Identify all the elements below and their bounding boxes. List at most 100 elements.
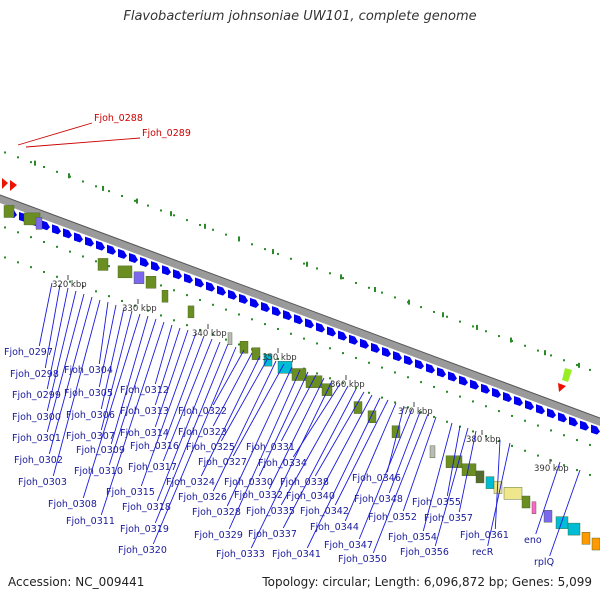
track-dot [511,414,513,417]
gene-label[interactable]: Fjoh_0289 [142,128,191,139]
gene-label[interactable]: Fjoh_0288 [94,113,143,124]
gene-label[interactable]: Fjoh_0300 [12,412,61,423]
gene-leader-line [108,318,157,466]
gene-label[interactable]: Fjoh_0299 [12,390,61,401]
gene-label[interactable]: Fjoh_0318 [122,502,171,513]
track-dot [498,410,500,413]
gene-label[interactable]: Fjoh_0354 [388,532,437,543]
forward-gene-arrow [184,273,193,284]
gene-label[interactable]: Fjoh_0320 [118,545,167,556]
forward-gene-arrow [404,355,413,366]
gene-label[interactable]: Fjoh_0335 [246,506,295,517]
gene-label[interactable]: Fjoh_0327 [198,457,247,468]
gene-label[interactable]: recR [472,547,494,558]
dotted-tracks [4,151,591,476]
gene-label[interactable]: Fjoh_0306 [66,410,115,421]
gene-label[interactable]: Fjoh_0319 [120,524,169,535]
gene-label[interactable]: Fjoh_0310 [74,466,123,477]
gene-label[interactable]: Fjoh_0344 [310,522,359,533]
gene-label[interactable]: Fjoh_0298 [10,369,59,380]
forward-gene-arrow [525,400,534,411]
gene-label[interactable]: Fjoh_0348 [354,494,403,505]
gene-label[interactable]: Fjoh_0312 [120,385,169,396]
forward-gene-arrow [415,359,424,370]
forward-gene-arrow [580,420,589,431]
gene-label[interactable]: Fjoh_0314 [120,428,169,439]
forward-gene-arrow [52,224,61,235]
gene-label[interactable]: Fjoh_0315 [106,487,155,498]
forward-gene-arrow [547,408,556,419]
gene-label[interactable]: Fjoh_0305 [64,388,113,399]
gene-leader-line [100,310,133,431]
gene-label[interactable]: Fjoh_0346 [352,473,401,484]
gene-label[interactable]: Fjoh_0325 [186,442,235,453]
gene-label[interactable]: Fjoh_0307 [66,431,115,442]
gene-label[interactable]: Fjoh_0352 [368,512,417,523]
gene-label[interactable]: Fjoh_0356 [400,547,449,558]
gene-label[interactable]: Fjoh_0311 [66,516,115,527]
gene-label[interactable]: Fjoh_0323 [178,427,227,438]
gene-leader-line [250,380,333,549]
track-dot [550,354,552,357]
gene-label[interactable]: Fjoh_0342 [300,506,349,517]
gene-leader-line [212,352,253,427]
gene-leader-line [292,383,341,458]
forward-gene-arrow [96,240,105,251]
gene-label[interactable]: Fjoh_0308 [48,499,97,510]
gene-label[interactable]: Fjoh_0332 [234,490,283,501]
gene-label[interactable]: Fjoh_0337 [248,529,297,540]
gene-label[interactable]: Fjoh_0347 [324,540,373,551]
track-dot [342,277,344,280]
gene-label[interactable]: Fjoh_0340 [286,491,335,502]
gene-label[interactable]: Fjoh_0329 [194,530,243,541]
track-dot [290,257,292,260]
gene-label[interactable]: Fjoh_0309 [76,445,125,456]
track-dot [238,343,240,346]
track-dot [82,180,84,183]
forward-gene-arrow [470,379,479,390]
gene-label[interactable]: Fjoh_0328 [192,507,241,518]
track-dot [550,459,552,462]
gene-label[interactable]: Fjoh_0302 [14,455,63,466]
track-dot [186,219,188,222]
forward-gene-arrow [151,261,160,272]
gene-label[interactable]: Fjoh_0330 [224,477,273,488]
scale-tick-label: 370 kbp [398,407,433,417]
forward-gene-arrow [107,244,116,255]
gene-label[interactable]: Fjoh_0355 [412,497,461,508]
gene-label[interactable]: eno [524,535,542,546]
gene-label[interactable]: Fjoh_0361 [460,530,509,541]
gene-leader-line [458,430,477,513]
gene-label[interactable]: Fjoh_0316 [130,441,179,452]
gene-label[interactable]: Fjoh_0326 [178,492,227,503]
gene-label[interactable]: Fjoh_0357 [424,513,473,524]
gene-label[interactable]: Fjoh_0338 [280,477,329,488]
scale-tick-label: 330 kbp [122,304,157,314]
gene-label[interactable]: Fjoh_0304 [64,365,113,376]
gene-label[interactable]: Fjoh_0322 [178,406,227,417]
cog-block [133,271,145,285]
gene-label[interactable]: Fjoh_0350 [338,554,387,565]
gene-label[interactable]: Fjoh_0333 [216,549,265,560]
cog-block [543,509,553,523]
gene-label[interactable]: Fjoh_0341 [272,549,321,560]
gene-label[interactable]: Fjoh_0334 [258,458,307,469]
gene-label[interactable]: Fjoh_0331 [246,442,295,453]
gene-labels: Fjoh_0288 Fjoh_0289 Fjoh_0297 Fjoh_0298 Fjoh… [4,113,581,568]
gene-leader-line [386,405,405,473]
track-dot [69,250,71,253]
gene-label[interactable]: rplQ [534,557,554,568]
gene-label[interactable]: Fjoh_0317 [128,462,177,473]
reverse-gene-arrow [10,180,17,191]
gene-label[interactable]: Fjoh_0313 [120,406,169,417]
gene-label[interactable]: Fjoh_0301 [12,433,61,444]
cog-block [3,205,15,218]
gene-label[interactable]: Fjoh_0324 [166,477,215,488]
gene-label[interactable]: Fjoh_0303 [18,477,67,488]
gene-label[interactable]: Fjoh_0297 [4,347,53,358]
track-dot [420,411,422,414]
genome-summary-text: Topology: circular; Length: 6,096,872 bp… [262,575,592,589]
track-dot [17,156,19,159]
accession-text: Accession: NC_009441 [8,575,145,589]
track-dash [544,350,546,356]
